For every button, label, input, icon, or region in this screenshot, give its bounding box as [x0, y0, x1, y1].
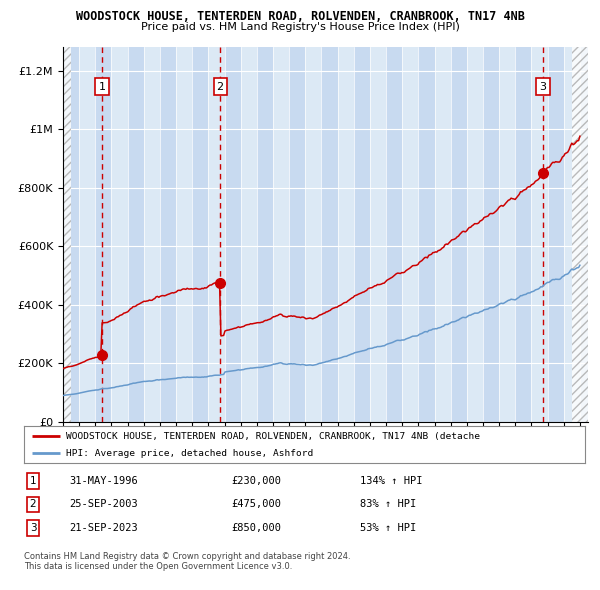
Text: 2: 2: [29, 500, 37, 509]
Bar: [257, 47, 273, 422]
Text: £475,000: £475,000: [231, 500, 281, 509]
Bar: [63, 47, 79, 422]
Bar: [354, 47, 370, 422]
Bar: [451, 47, 467, 422]
Text: 1: 1: [98, 81, 106, 91]
Text: This data is licensed under the Open Government Licence v3.0.: This data is licensed under the Open Gov…: [24, 562, 292, 571]
Bar: [515, 47, 532, 422]
Text: 83% ↑ HPI: 83% ↑ HPI: [360, 500, 416, 509]
Text: WOODSTOCK HOUSE, TENTERDEN ROAD, ROLVENDEN, CRANBROOK, TN17 4NB: WOODSTOCK HOUSE, TENTERDEN ROAD, ROLVEND…: [76, 10, 524, 23]
Text: £850,000: £850,000: [231, 523, 281, 533]
Bar: [580, 47, 588, 422]
Bar: [572, 47, 588, 422]
Bar: [192, 47, 208, 422]
Bar: [289, 47, 305, 422]
Bar: [160, 47, 176, 422]
Text: 134% ↑ HPI: 134% ↑ HPI: [360, 476, 422, 486]
Text: 1: 1: [29, 476, 37, 486]
Bar: [322, 47, 338, 422]
Bar: [224, 47, 241, 422]
Text: 31-MAY-1996: 31-MAY-1996: [69, 476, 138, 486]
Text: 2: 2: [217, 81, 224, 91]
Bar: [418, 47, 434, 422]
Bar: [386, 47, 402, 422]
Text: HPI: Average price, detached house, Ashford: HPI: Average price, detached house, Ashf…: [66, 448, 313, 458]
Text: 53% ↑ HPI: 53% ↑ HPI: [360, 523, 416, 533]
Text: 3: 3: [29, 523, 37, 533]
Text: 3: 3: [539, 81, 547, 91]
Text: Contains HM Land Registry data © Crown copyright and database right 2024.: Contains HM Land Registry data © Crown c…: [24, 552, 350, 561]
Bar: [548, 47, 564, 422]
Bar: [63, 47, 71, 422]
Text: £230,000: £230,000: [231, 476, 281, 486]
Bar: [483, 47, 499, 422]
Bar: [128, 47, 144, 422]
Bar: [95, 47, 112, 422]
Text: WOODSTOCK HOUSE, TENTERDEN ROAD, ROLVENDEN, CRANBROOK, TN17 4NB (detache: WOODSTOCK HOUSE, TENTERDEN ROAD, ROLVEND…: [66, 431, 480, 441]
Text: 21-SEP-2023: 21-SEP-2023: [69, 523, 138, 533]
Text: 25-SEP-2003: 25-SEP-2003: [69, 500, 138, 509]
Text: Price paid vs. HM Land Registry's House Price Index (HPI): Price paid vs. HM Land Registry's House …: [140, 22, 460, 32]
